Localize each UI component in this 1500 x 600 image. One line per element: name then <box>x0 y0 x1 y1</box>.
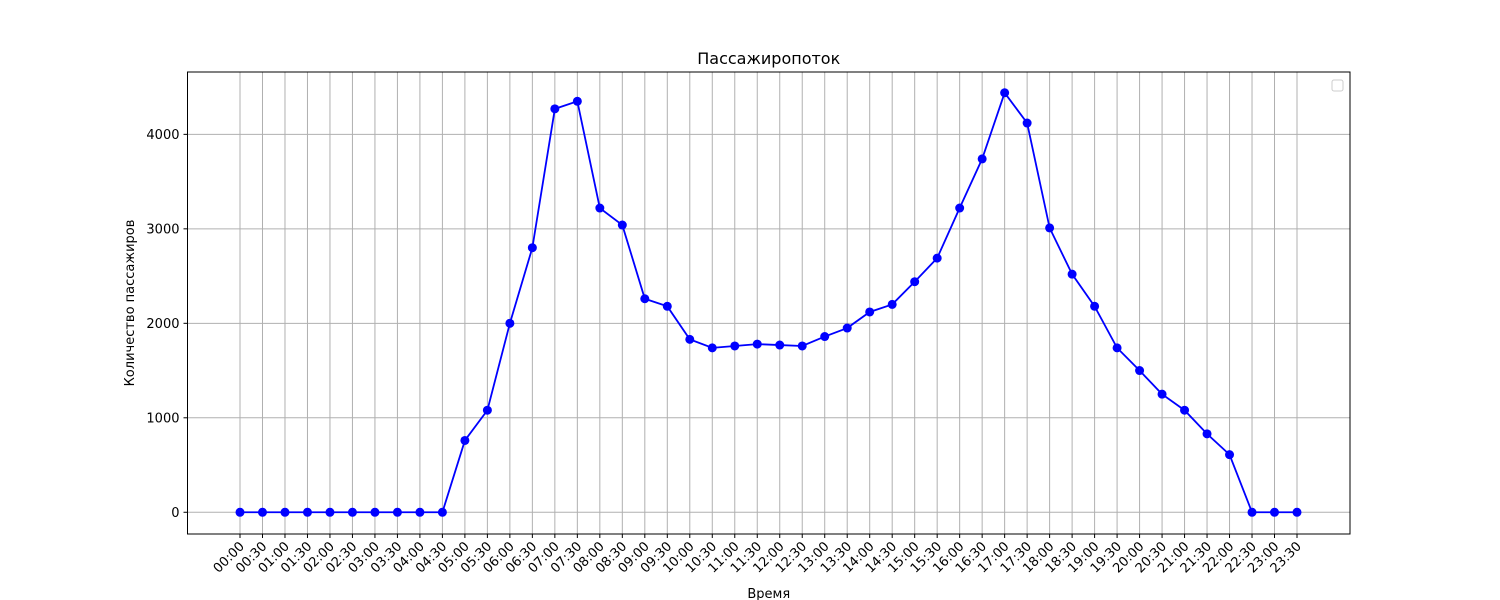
data-point <box>685 334 695 344</box>
data-point <box>1135 366 1145 376</box>
data-point <box>1225 450 1235 460</box>
series-line <box>240 90 1297 514</box>
data-point <box>325 507 335 517</box>
data-point <box>595 203 605 213</box>
data-point <box>257 507 267 517</box>
x-axis-label: Время <box>747 587 790 600</box>
chart-title: Пассажиропоток <box>697 49 840 68</box>
data-point <box>707 343 717 353</box>
data-point <box>797 341 807 351</box>
data-point <box>1202 429 1212 439</box>
data-point <box>302 507 312 517</box>
data-point <box>1022 118 1032 128</box>
legend-box <box>1331 79 1344 92</box>
data-point <box>730 341 740 351</box>
data-point <box>887 299 897 309</box>
grid <box>187 72 1350 534</box>
data-point <box>235 507 245 517</box>
data-point <box>527 243 537 253</box>
data-point <box>392 507 402 517</box>
x-axis: 00:0000:3001:0001:3002:0002:3003:0003:30… <box>211 534 1305 576</box>
data-point <box>842 323 852 333</box>
data-point <box>460 435 470 445</box>
data-point <box>865 307 875 317</box>
series <box>235 88 1302 517</box>
data-point <box>1180 405 1190 415</box>
y-tick-label: 2000 <box>146 317 179 332</box>
data-point <box>1270 507 1280 517</box>
data-point <box>775 340 785 350</box>
data-point <box>1000 88 1010 98</box>
y-tick-label: 4000 <box>146 128 179 143</box>
data-point <box>932 253 942 263</box>
data-point <box>1157 389 1167 399</box>
data-point <box>1045 223 1055 233</box>
data-point <box>550 104 560 114</box>
y-tick-label: 3000 <box>146 222 179 237</box>
data-point <box>1112 343 1122 353</box>
data-point <box>910 277 920 287</box>
data-point <box>1090 301 1100 311</box>
data-point <box>347 507 357 517</box>
data-point <box>640 294 650 304</box>
data-point <box>280 507 290 517</box>
data-point <box>505 318 515 328</box>
data-point <box>662 301 672 311</box>
data-point <box>977 154 987 164</box>
data-point <box>1247 507 1257 517</box>
data-point <box>437 507 447 517</box>
data-point <box>955 203 965 213</box>
data-point <box>1067 269 1077 279</box>
y-tick-label: 1000 <box>146 411 179 426</box>
y-axis-label: Количество пассажиров <box>123 220 138 387</box>
data-point <box>370 507 380 517</box>
data-point <box>572 96 582 106</box>
data-point <box>1292 507 1302 517</box>
data-point <box>752 339 762 349</box>
data-point <box>820 332 830 342</box>
data-point <box>617 220 627 230</box>
y-tick-label: 0 <box>171 506 179 521</box>
y-axis: 0 1000 2000 3000 4000 <box>146 128 188 521</box>
data-point <box>415 507 425 517</box>
plot-frame <box>187 71 1351 535</box>
data-point <box>482 405 492 415</box>
